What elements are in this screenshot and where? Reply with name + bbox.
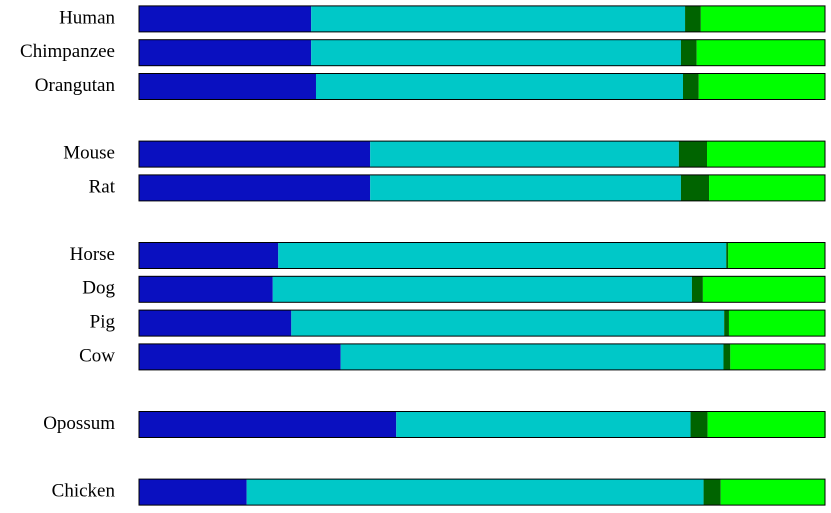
bar-segment — [685, 5, 701, 32]
bar-segment — [139, 174, 371, 201]
category-label: Mouse — [63, 142, 115, 163]
category-label: Orangutan — [35, 75, 116, 96]
bar-segment — [707, 141, 825, 168]
bar-segment — [691, 276, 703, 303]
category-label: Chicken — [52, 480, 116, 501]
bar-segment — [370, 174, 681, 201]
bar-outline — [138, 5, 826, 33]
bar-outline — [138, 174, 826, 202]
bar-segment — [724, 310, 729, 337]
bar-segment — [723, 343, 731, 370]
category-label: Chimpanzee — [20, 41, 115, 62]
bar-segment — [709, 174, 825, 201]
bar-segment — [726, 242, 729, 269]
bar-segment — [340, 343, 724, 370]
bar-segment — [698, 73, 825, 100]
bar-segment — [291, 310, 725, 337]
bar-segment — [720, 479, 825, 506]
bar-outline — [138, 242, 826, 269]
category-label: Opossum — [43, 413, 115, 434]
bar-segment — [139, 479, 247, 506]
bar-segment — [728, 310, 825, 337]
category-label: Rat — [89, 176, 116, 197]
bar-segment — [139, 141, 371, 168]
bar-segment — [311, 5, 686, 32]
category-label: Pig — [90, 311, 116, 332]
bar-segment — [139, 411, 397, 438]
bar-segment — [139, 5, 312, 32]
bar-outline — [138, 478, 826, 506]
bar-segment — [696, 39, 825, 66]
bar-outline — [138, 73, 826, 100]
bar-segment — [700, 5, 825, 32]
bar-segment — [139, 276, 273, 303]
bar-segment — [139, 73, 316, 100]
category-label: Horse — [70, 244, 115, 265]
bar-outline — [138, 39, 826, 67]
bar-segment — [728, 242, 825, 269]
bar-segment — [315, 73, 683, 100]
bar-segment — [702, 276, 825, 303]
bar-segment — [690, 411, 708, 438]
bar-segment — [703, 479, 721, 506]
bar-segment — [707, 411, 826, 438]
bar-segment — [680, 174, 710, 201]
bar-segment — [246, 479, 704, 506]
bar-segment — [680, 39, 697, 66]
bar-segment — [139, 310, 292, 337]
bar-segment — [311, 39, 681, 66]
bar-segment — [682, 73, 699, 100]
bar-segment — [396, 411, 691, 438]
bar-outline — [138, 140, 826, 168]
bar-segment — [370, 141, 679, 168]
bar-outline — [138, 309, 826, 337]
bar-segment — [139, 343, 341, 370]
bar-segment — [730, 343, 825, 370]
category-label: Human — [59, 7, 115, 28]
bar-segment — [678, 141, 708, 168]
bar-segment — [272, 276, 692, 303]
category-label: Cow — [79, 345, 115, 366]
bar-segment — [278, 242, 727, 269]
bar-segment — [139, 39, 312, 66]
bar-outline — [138, 411, 826, 438]
bar-segment — [139, 242, 279, 269]
category-label: Dog — [82, 278, 115, 299]
bar-outline — [138, 343, 826, 371]
bar-outline — [138, 275, 826, 303]
